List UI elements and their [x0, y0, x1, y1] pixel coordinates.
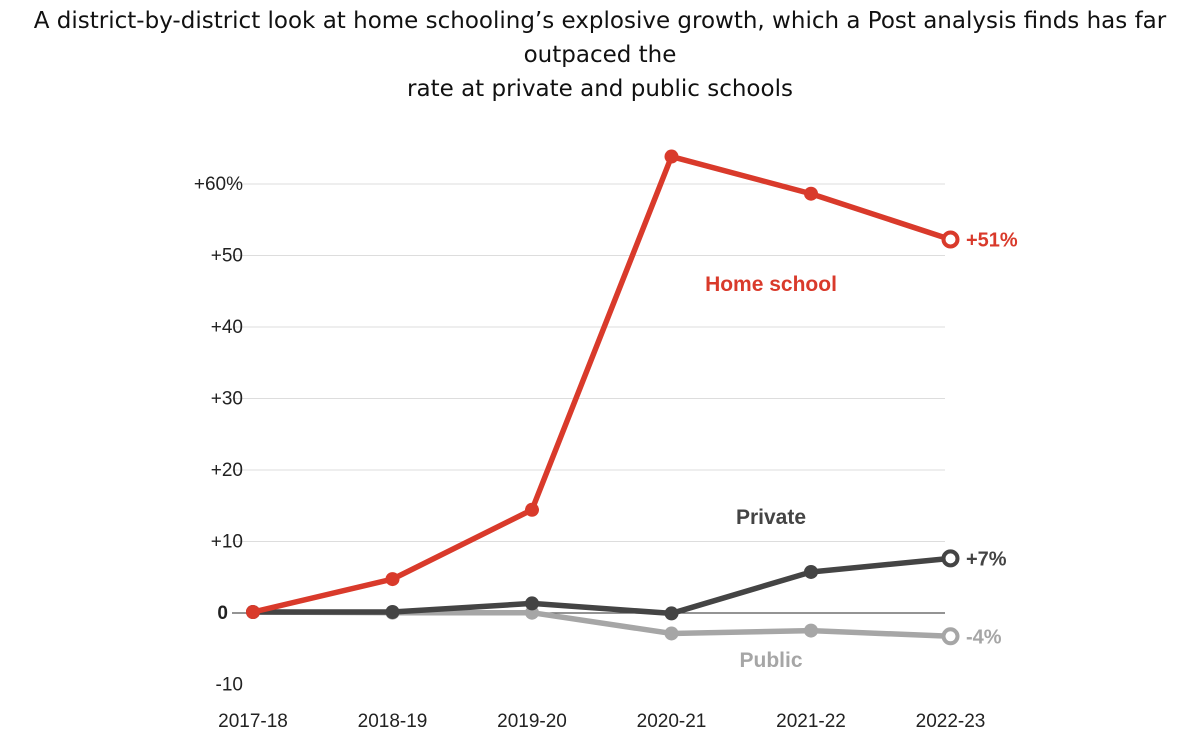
series-labels: -4% +7% +51% Home school Private Public — [705, 229, 1018, 672]
chart-title: A district-by-district look at home scho… — [0, 4, 1200, 106]
x-tick-label: 2022-23 — [916, 711, 986, 732]
y-tick-label: 0 — [217, 603, 228, 624]
data-point — [385, 605, 400, 619]
x-tick-label: 2019-20 — [497, 711, 567, 732]
x-axis-ticks: 2017-18 2018-19 2019-20 2020-21 2021-22 2022-… — [218, 711, 985, 732]
data-point — [664, 626, 679, 641]
series-name-label: Home school — [705, 273, 837, 296]
data-point-end — [941, 549, 960, 568]
end-value-label: -4% — [966, 626, 1002, 648]
data-point — [664, 149, 679, 164]
x-tick-label: 2021-22 — [776, 711, 846, 732]
chart-title-line-2: rate at private and public schools — [407, 76, 793, 102]
end-value-label: +7% — [966, 548, 1007, 570]
x-tick-label: 2020-21 — [637, 711, 707, 732]
gridlines — [232, 183, 945, 614]
data-point — [246, 605, 260, 619]
series-line-private — [250, 555, 954, 617]
y-tick-label: +10 — [211, 532, 243, 553]
data-point — [804, 623, 818, 638]
end-value-label: +51% — [966, 229, 1018, 251]
data-point — [525, 502, 539, 517]
y-tick-label: +30 — [211, 389, 243, 410]
data-point — [804, 564, 818, 579]
data-point — [664, 606, 679, 621]
data-point-end — [941, 627, 960, 646]
y-tick-label: -10 — [216, 675, 243, 696]
data-point — [525, 596, 539, 611]
chart-title-line-1: A district-by-district look at home scho… — [33, 8, 1167, 68]
data-point-end — [941, 230, 960, 249]
x-tick-label: 2017-18 — [218, 711, 288, 732]
data-point — [804, 186, 818, 201]
x-tick-label: 2018-19 — [358, 711, 428, 732]
series-name-label: Public — [739, 649, 802, 672]
series-lines — [246, 149, 960, 646]
y-axis-ticks: +60% +50 +40 +30 +20 +10 0 -10 — [194, 174, 243, 696]
y-tick-label: +40 — [211, 317, 243, 338]
y-tick-label: +50 — [211, 246, 243, 267]
series-line-home-school — [250, 153, 954, 615]
y-tick-label: +20 — [211, 460, 243, 481]
data-point — [385, 572, 400, 587]
series-line-public — [250, 609, 954, 640]
series-name-label: Private — [736, 506, 806, 529]
y-tick-label: +60% — [194, 174, 243, 195]
